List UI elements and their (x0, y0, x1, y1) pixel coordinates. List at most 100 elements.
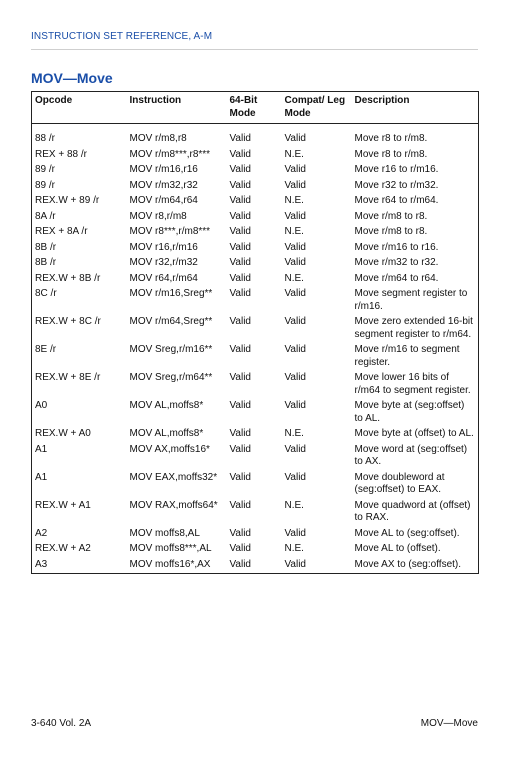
cell-compat-leg-mode: N.E. (284, 148, 304, 160)
cell-64bit-mode: Valid (229, 499, 252, 511)
running-footer-title: MOV—Move (420, 718, 478, 729)
table-row: 8C /r MOV r/m16,Sreg** Valid Valid Move segm… (31, 287, 479, 315)
table-row: 8E /r MOV Sreg,r/m16** Valid Valid Move r/m1… (31, 343, 479, 371)
cell-64bit-mode: Valid (229, 344, 252, 355)
cell-instruction: MOV r/m16,Sreg** (129, 288, 213, 299)
cell-instruction: MOV moffs8***,AL (129, 543, 212, 554)
cell-64bit-mode: Valid (229, 372, 252, 383)
table-body: 88 /r MOV r/m8,r8 Valid Valid Move r8 to r/m… (31, 123, 479, 574)
cell-64bit-mode: Valid (229, 257, 252, 268)
cell-instruction: MOV r/m16,r16 (129, 164, 198, 175)
cell-opcode: REX.W + A1 (35, 499, 91, 511)
cell-opcode: 8E /r (35, 344, 57, 355)
cell-compat-leg-mode: Valid (284, 558, 307, 570)
cell-opcode: A0 (35, 400, 48, 411)
cell-64bit-mode: Valid (229, 316, 252, 327)
cell-instruction: MOV AX,moffs16* (129, 443, 210, 455)
table-row: A2 MOV moffs8,AL Valid Valid Move AL to (seg… (31, 526, 479, 542)
cell-opcode: REX.W + 8E /r (35, 372, 101, 383)
cell-description: Move byte at (seg:offset) to AL. (354, 400, 465, 424)
cell-compat-leg-mode: Valid (284, 133, 307, 144)
table-row: REX + 88 /r MOV r/m8***,r8*** Valid N.E. Mov… (31, 147, 479, 163)
cell-compat-leg-mode: Valid (284, 443, 307, 455)
cell-description: Move quadword at (offset) to RAX. (354, 499, 471, 524)
cell-opcode: A3 (35, 558, 48, 570)
cell-64bit-mode: Valid (229, 272, 252, 284)
cell-compat-leg-mode: Valid (284, 179, 307, 191)
cell-description: Move r/m16 to segment register. (354, 344, 460, 368)
cell-opcode: REX.W + A2 (35, 543, 91, 554)
cell-instruction: MOV r/m32,r32 (129, 179, 198, 191)
cell-description: Move r/m8 to r8. (354, 226, 428, 237)
cell-64bit-mode: Valid (229, 226, 252, 237)
cell-opcode: A1 (35, 443, 48, 455)
cell-description: Move lower 16 bits of r/m64 to segment r… (354, 372, 471, 396)
cell-instruction: MOV AL,moffs8* (129, 428, 204, 439)
cell-opcode: REX + 88 /r (35, 148, 87, 160)
cell-64bit-mode: Valid (229, 164, 252, 175)
table-row: REX.W + 8C /r MOV r/m64,Sreg** Valid Valid M… (31, 315, 479, 343)
cell-instruction: MOV r/m8***,r8*** (129, 148, 211, 160)
cell-64bit-mode: Valid (229, 400, 252, 411)
cell-compat-leg-mode: Valid (284, 400, 307, 411)
instruction-table: Opcode Instruction 64-Bit Mode Compat/ L… (31, 91, 479, 574)
table-row: 88 /r MOV r/m8,r8 Valid Valid Move r8 to r/m… (31, 123, 479, 148)
cell-compat-leg-mode: N.E. (284, 195, 304, 206)
cell-instruction: MOV r64,r/m64 (129, 272, 198, 284)
cell-compat-leg-mode: Valid (284, 241, 307, 253)
cell-instruction: MOV EAX,moffs32* (129, 471, 218, 483)
cell-opcode: 89 /r (35, 179, 56, 191)
table-row: 8B /r MOV r32,r/m32 Valid Valid Move r/m32 t… (31, 256, 479, 272)
column-header-description: Description (354, 95, 410, 106)
header-divider (31, 49, 478, 50)
cell-opcode: 88 /r (35, 133, 56, 144)
cell-description: Move zero extended 16-bit segment regist… (354, 316, 473, 340)
cell-description: Move AL to (seg:offset). (354, 527, 460, 539)
cell-description: Move segment register to r/m16. (354, 288, 468, 312)
cell-description: Move r/m16 to r16. (354, 241, 439, 253)
cell-opcode: REX.W + 8C /r (35, 316, 101, 327)
cell-instruction: MOV r/m64,Sreg** (129, 316, 213, 327)
cell-64bit-mode: Valid (229, 428, 252, 439)
cell-compat-leg-mode: N.E. (284, 272, 304, 284)
cell-opcode: A1 (35, 471, 48, 483)
table-row: REX.W + 8B /r MOV r64,r/m64 Valid N.E. Move … (31, 271, 479, 287)
cell-description: Move word at (seg:offset) to AX. (354, 443, 468, 468)
table-row: A0 MOV AL,moffs8* Valid Valid Move byte at (… (31, 399, 479, 427)
cell-compat-leg-mode: Valid (284, 164, 307, 175)
cell-instruction: MOV Sreg,r/m16** (129, 344, 213, 355)
column-header-64bit-mode: 64-Bit Mode (229, 95, 258, 119)
column-header-opcode: Opcode (35, 95, 73, 106)
cell-description: Move doubleword at (seg:offset) to EAX. (354, 471, 445, 496)
cell-instruction: MOV r/m8,r8 (129, 133, 187, 144)
column-header-instruction: Instruction (129, 95, 182, 106)
cell-64bit-mode: Valid (229, 241, 252, 253)
cell-64bit-mode: Valid (229, 179, 252, 191)
cell-64bit-mode: Valid (229, 210, 252, 222)
page-number: 3-640 Vol. 2A (31, 718, 92, 729)
cell-instruction: MOV r32,r/m32 (129, 257, 198, 268)
cell-64bit-mode: Valid (229, 148, 252, 160)
cell-opcode: REX.W + 8B /r (35, 272, 101, 284)
cell-compat-leg-mode: N.E. (284, 226, 304, 237)
cell-compat-leg-mode: Valid (284, 344, 307, 355)
cell-64bit-mode: Valid (229, 471, 252, 483)
cell-64bit-mode: Valid (229, 443, 252, 455)
table-row: A1 MOV EAX,moffs32* Valid Valid Move doublew… (31, 470, 479, 499)
cell-instruction: MOV AL,moffs8* (129, 400, 204, 411)
cell-instruction: MOV RAX,moffs64* (129, 499, 218, 511)
table-row: REX.W + A0 MOV AL,moffs8* Valid N.E. Move by… (31, 427, 479, 443)
cell-opcode: 89 /r (35, 164, 56, 175)
cell-64bit-mode: Valid (229, 543, 252, 554)
cell-opcode: 8A /r (35, 210, 56, 222)
cell-description: Move AX to (seg:offset). (354, 558, 462, 570)
cell-opcode: 8B /r (35, 257, 57, 268)
cell-opcode: REX + 8A /r (35, 226, 88, 237)
cell-opcode: 8B /r (35, 241, 57, 253)
cell-opcode: REX.W + A0 (35, 428, 91, 439)
table-row: REX.W + 8E /r MOV Sreg,r/m64** Valid Valid M… (31, 371, 479, 399)
cell-description: Move AL to (offset). (354, 543, 441, 554)
cell-instruction: MOV r8***,r/m8*** (129, 226, 211, 237)
table-header-row: Opcode Instruction 64-Bit Mode Compat/ L… (31, 91, 479, 124)
cell-compat-leg-mode: Valid (284, 210, 307, 222)
